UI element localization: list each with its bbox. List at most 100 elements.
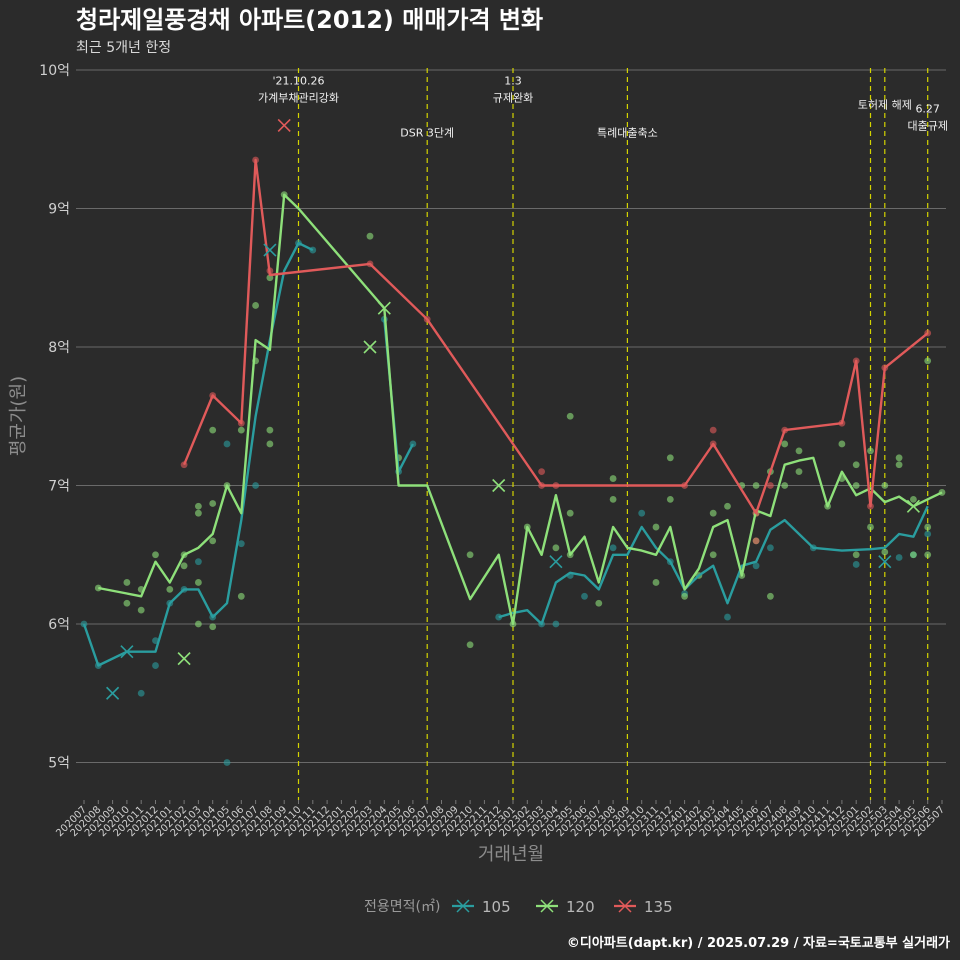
point-120	[195, 579, 202, 586]
point-120	[867, 447, 874, 455]
point-120	[895, 454, 903, 462]
cross-marker-120	[492, 478, 506, 493]
point-120	[209, 537, 217, 545]
y-tick-label: 5억	[48, 756, 70, 772]
point-120	[795, 468, 803, 476]
point-120	[266, 426, 274, 434]
cross-stroke	[878, 555, 892, 569]
point-120	[867, 523, 874, 531]
point-120	[724, 502, 731, 510]
series-line-105	[82, 241, 314, 667]
cross-marker-120	[906, 499, 920, 513]
point-120	[595, 599, 603, 607]
event-label: '21.10.26	[272, 75, 324, 88]
point-120	[838, 440, 846, 448]
point-120	[237, 592, 245, 600]
y-axis-ticks: 5억 6억 7억 8억 9억 10억	[39, 63, 70, 772]
cross-marker-105	[878, 555, 892, 569]
legend-cross	[540, 899, 554, 913]
point-105	[552, 620, 560, 628]
cross-stroke	[906, 499, 920, 513]
point-105	[895, 554, 903, 561]
y-tick-label: 10억	[39, 63, 70, 79]
point-120	[180, 562, 188, 570]
point-120	[852, 551, 860, 559]
point-135	[538, 468, 545, 476]
point-135	[767, 482, 774, 489]
point-120	[666, 454, 674, 462]
point-120	[752, 482, 760, 489]
point-105	[924, 530, 932, 538]
point-120	[195, 502, 202, 510]
point-105	[609, 544, 617, 552]
point-120	[266, 440, 274, 448]
cross-marker-135	[277, 118, 291, 132]
series-line-120	[98, 193, 943, 626]
cross-marker-105	[263, 243, 277, 257]
cross-stroke	[549, 555, 563, 569]
point-120	[924, 357, 932, 365]
point-120	[852, 482, 860, 489]
point-120	[366, 232, 374, 240]
y-tick-label: 7억	[48, 479, 70, 495]
source-caption: ©디아파트(dapt.kr) / 2025.07.29 / 자료=국토교통부 실…	[567, 935, 950, 951]
y-axis-title: 평균가(원)	[8, 376, 29, 456]
point-120	[152, 551, 159, 559]
event-label: 대출규제	[907, 119, 947, 132]
point-120	[924, 551, 932, 559]
point-135	[752, 537, 760, 545]
chart-subtitle: 최근 5개년 한정	[76, 40, 171, 56]
point-120	[94, 584, 102, 592]
cross-stroke	[120, 645, 134, 659]
point-120	[709, 509, 717, 517]
point-105	[223, 759, 231, 766]
y-tick-label: 8억	[48, 340, 70, 356]
point-120	[652, 523, 660, 531]
cross-marker-105	[120, 645, 134, 659]
point-120	[123, 599, 131, 607]
legend-cross	[618, 899, 632, 913]
point-120	[681, 592, 688, 600]
point-120	[881, 482, 889, 489]
legend-cross	[456, 899, 470, 913]
point-105	[237, 540, 245, 548]
point-120	[652, 579, 660, 586]
event-label: 1.3	[504, 75, 522, 88]
cross-stroke	[177, 652, 191, 666]
legend-key-120	[536, 899, 558, 913]
point-105	[638, 509, 646, 517]
cross-marker-105	[549, 555, 563, 569]
point-120	[910, 495, 917, 503]
event-label: 특례대출축소	[597, 126, 658, 139]
point-120	[209, 623, 217, 631]
y-tick-label: 6억	[48, 617, 70, 633]
cross-stroke	[363, 340, 377, 354]
cross-markers	[106, 118, 920, 700]
point-120	[123, 579, 131, 586]
cross-marker-120	[363, 340, 377, 354]
legend-key-105	[452, 899, 474, 913]
point-120	[466, 551, 474, 559]
point-120	[195, 620, 202, 628]
point-105	[767, 544, 774, 552]
point-105	[152, 662, 159, 669]
point-120	[709, 551, 717, 559]
x-axis-title: 거래년월	[478, 844, 544, 865]
legend-key-135	[614, 899, 636, 913]
point-135	[709, 426, 717, 434]
point-120	[781, 440, 789, 448]
point-120	[666, 495, 674, 503]
point-105	[752, 562, 760, 570]
point-120	[895, 461, 903, 469]
point-120	[566, 412, 574, 420]
event-label: 6.27	[915, 102, 940, 115]
cross-stroke	[377, 301, 391, 315]
event-label: 토허제 해제	[858, 98, 912, 112]
event-label: DSR 3단계	[400, 126, 454, 139]
legend: 전용면적(㎡) 105 120 135	[364, 898, 673, 916]
series-lines	[82, 158, 943, 667]
point-105	[852, 561, 860, 568]
